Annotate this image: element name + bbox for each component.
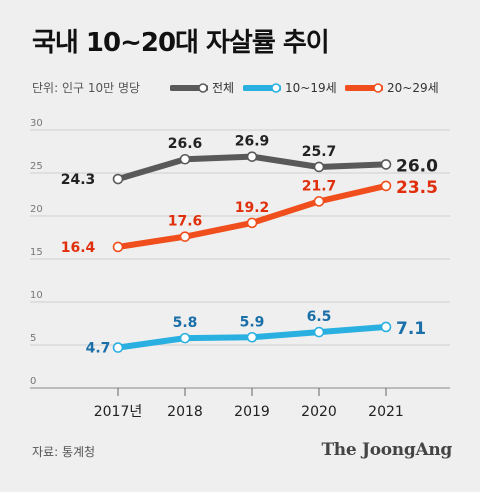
- y-tick-label: 0: [30, 376, 36, 387]
- y-tick-label: 20: [30, 204, 43, 215]
- data-point: [246, 217, 258, 229]
- data-point: [313, 326, 325, 338]
- x-tick-label: 2019: [234, 404, 270, 420]
- data-point: [380, 180, 392, 192]
- data-point: [179, 231, 191, 242]
- data-label: 26.6: [168, 136, 203, 152]
- y-tick-label: 5: [30, 333, 36, 344]
- chart-title: 국내 10~20대 자살률 추이: [32, 28, 330, 58]
- legend-item-total: 전체: [170, 79, 234, 96]
- data-point: [179, 153, 191, 165]
- legend-swatch-twenties: [345, 82, 383, 93]
- data-label: 16.4: [61, 240, 96, 256]
- data-point: [112, 342, 124, 353]
- data-label: 25.7: [302, 144, 337, 160]
- data-label: 24.3: [61, 172, 96, 188]
- y-tick-label: 10: [30, 290, 43, 301]
- data-label: 5.8: [173, 315, 198, 331]
- y-tick-label: 30: [30, 118, 43, 129]
- data-label: 26.9: [235, 134, 270, 150]
- legend-swatch-teens: [243, 82, 281, 93]
- brand-logo: The JoongAng: [321, 440, 452, 460]
- legend-label-total: 전체: [212, 81, 235, 95]
- data-label: 5.9: [240, 314, 265, 330]
- data-point: [246, 331, 258, 343]
- source-note: 자료: 통계청: [32, 445, 96, 459]
- data-label: 19.2: [235, 200, 270, 216]
- x-tick-label: 2020: [301, 404, 337, 420]
- data-label: 21.7: [302, 178, 337, 194]
- y-tick-label: 15: [30, 247, 43, 258]
- data-point: [179, 332, 191, 344]
- data-point: [313, 196, 325, 207]
- legend-label-twenties: 20~29세: [387, 81, 439, 95]
- legend-item-teens: 10~19세: [243, 79, 337, 96]
- x-tick-label: 2018: [167, 404, 203, 420]
- data-point: [380, 321, 392, 333]
- data-label: 4.7: [86, 341, 111, 357]
- data-label: 26.0: [396, 156, 438, 176]
- data-label: 6.5: [307, 309, 332, 325]
- legend-item-twenties: 20~29세: [345, 79, 439, 96]
- data-label: 23.5: [396, 178, 438, 198]
- data-point: [313, 161, 325, 173]
- data-label: 7.1: [396, 319, 426, 339]
- data-point: [380, 159, 392, 170]
- x-tick-label: 2021: [368, 404, 404, 420]
- x-tick-label: 2017년: [94, 404, 143, 420]
- data-point: [112, 241, 124, 253]
- legend-label-teens: 10~19세: [285, 81, 337, 95]
- unit-label: 단위: 인구 10만 명당: [32, 81, 141, 95]
- data-point: [246, 151, 258, 162]
- data-point: [112, 173, 124, 185]
- data-label: 17.6: [168, 214, 203, 230]
- y-tick-label: 25: [30, 161, 43, 172]
- legend-swatch-total: [170, 82, 208, 93]
